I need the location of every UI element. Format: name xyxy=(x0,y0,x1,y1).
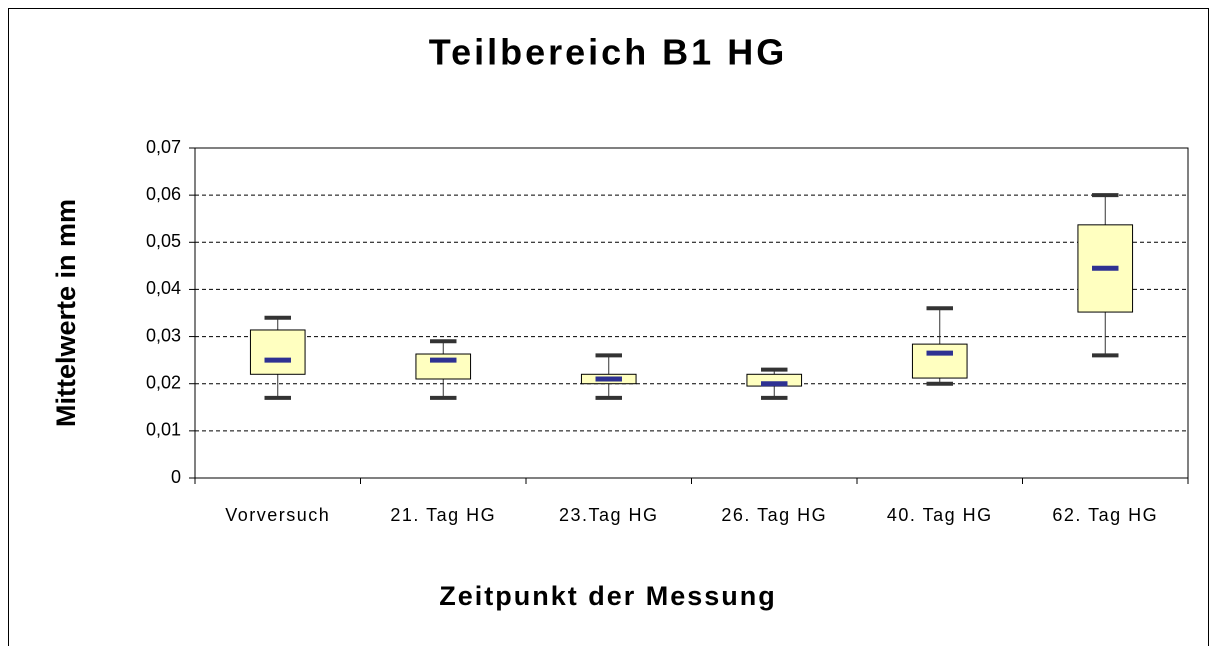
y-tick-label: 0 xyxy=(171,467,181,487)
x-tick-label: 40. Tag HG xyxy=(887,505,993,525)
y-tick-label: 0,04 xyxy=(146,278,181,298)
chart-title: Teilbereich B1 HG xyxy=(429,32,787,73)
box xyxy=(249,329,306,375)
x-tick-label: 21. Tag HG xyxy=(390,505,496,525)
y-tick-label: 0,05 xyxy=(146,231,181,251)
chart-frame xyxy=(8,8,1209,646)
y-tick-label: 0,06 xyxy=(146,184,181,204)
x-axis-label: Zeitpunkt der Messung xyxy=(439,581,777,611)
x-tick-label: 23.Tag HG xyxy=(559,505,659,525)
box xyxy=(911,343,968,379)
y-tick-label: 0,07 xyxy=(146,137,181,157)
y-axis-label: Mittelwerte in mm xyxy=(51,199,81,427)
x-tick-label: Vorversuch xyxy=(225,505,330,525)
x-tick-label: 62. Tag HG xyxy=(1052,505,1158,525)
plot-area xyxy=(194,147,1189,479)
x-tick-label: 26. Tag HG xyxy=(721,505,827,525)
y-tick-label: 0,03 xyxy=(146,325,181,345)
y-tick-label: 0,01 xyxy=(146,420,181,440)
y-tick-label: 0,02 xyxy=(146,372,181,392)
